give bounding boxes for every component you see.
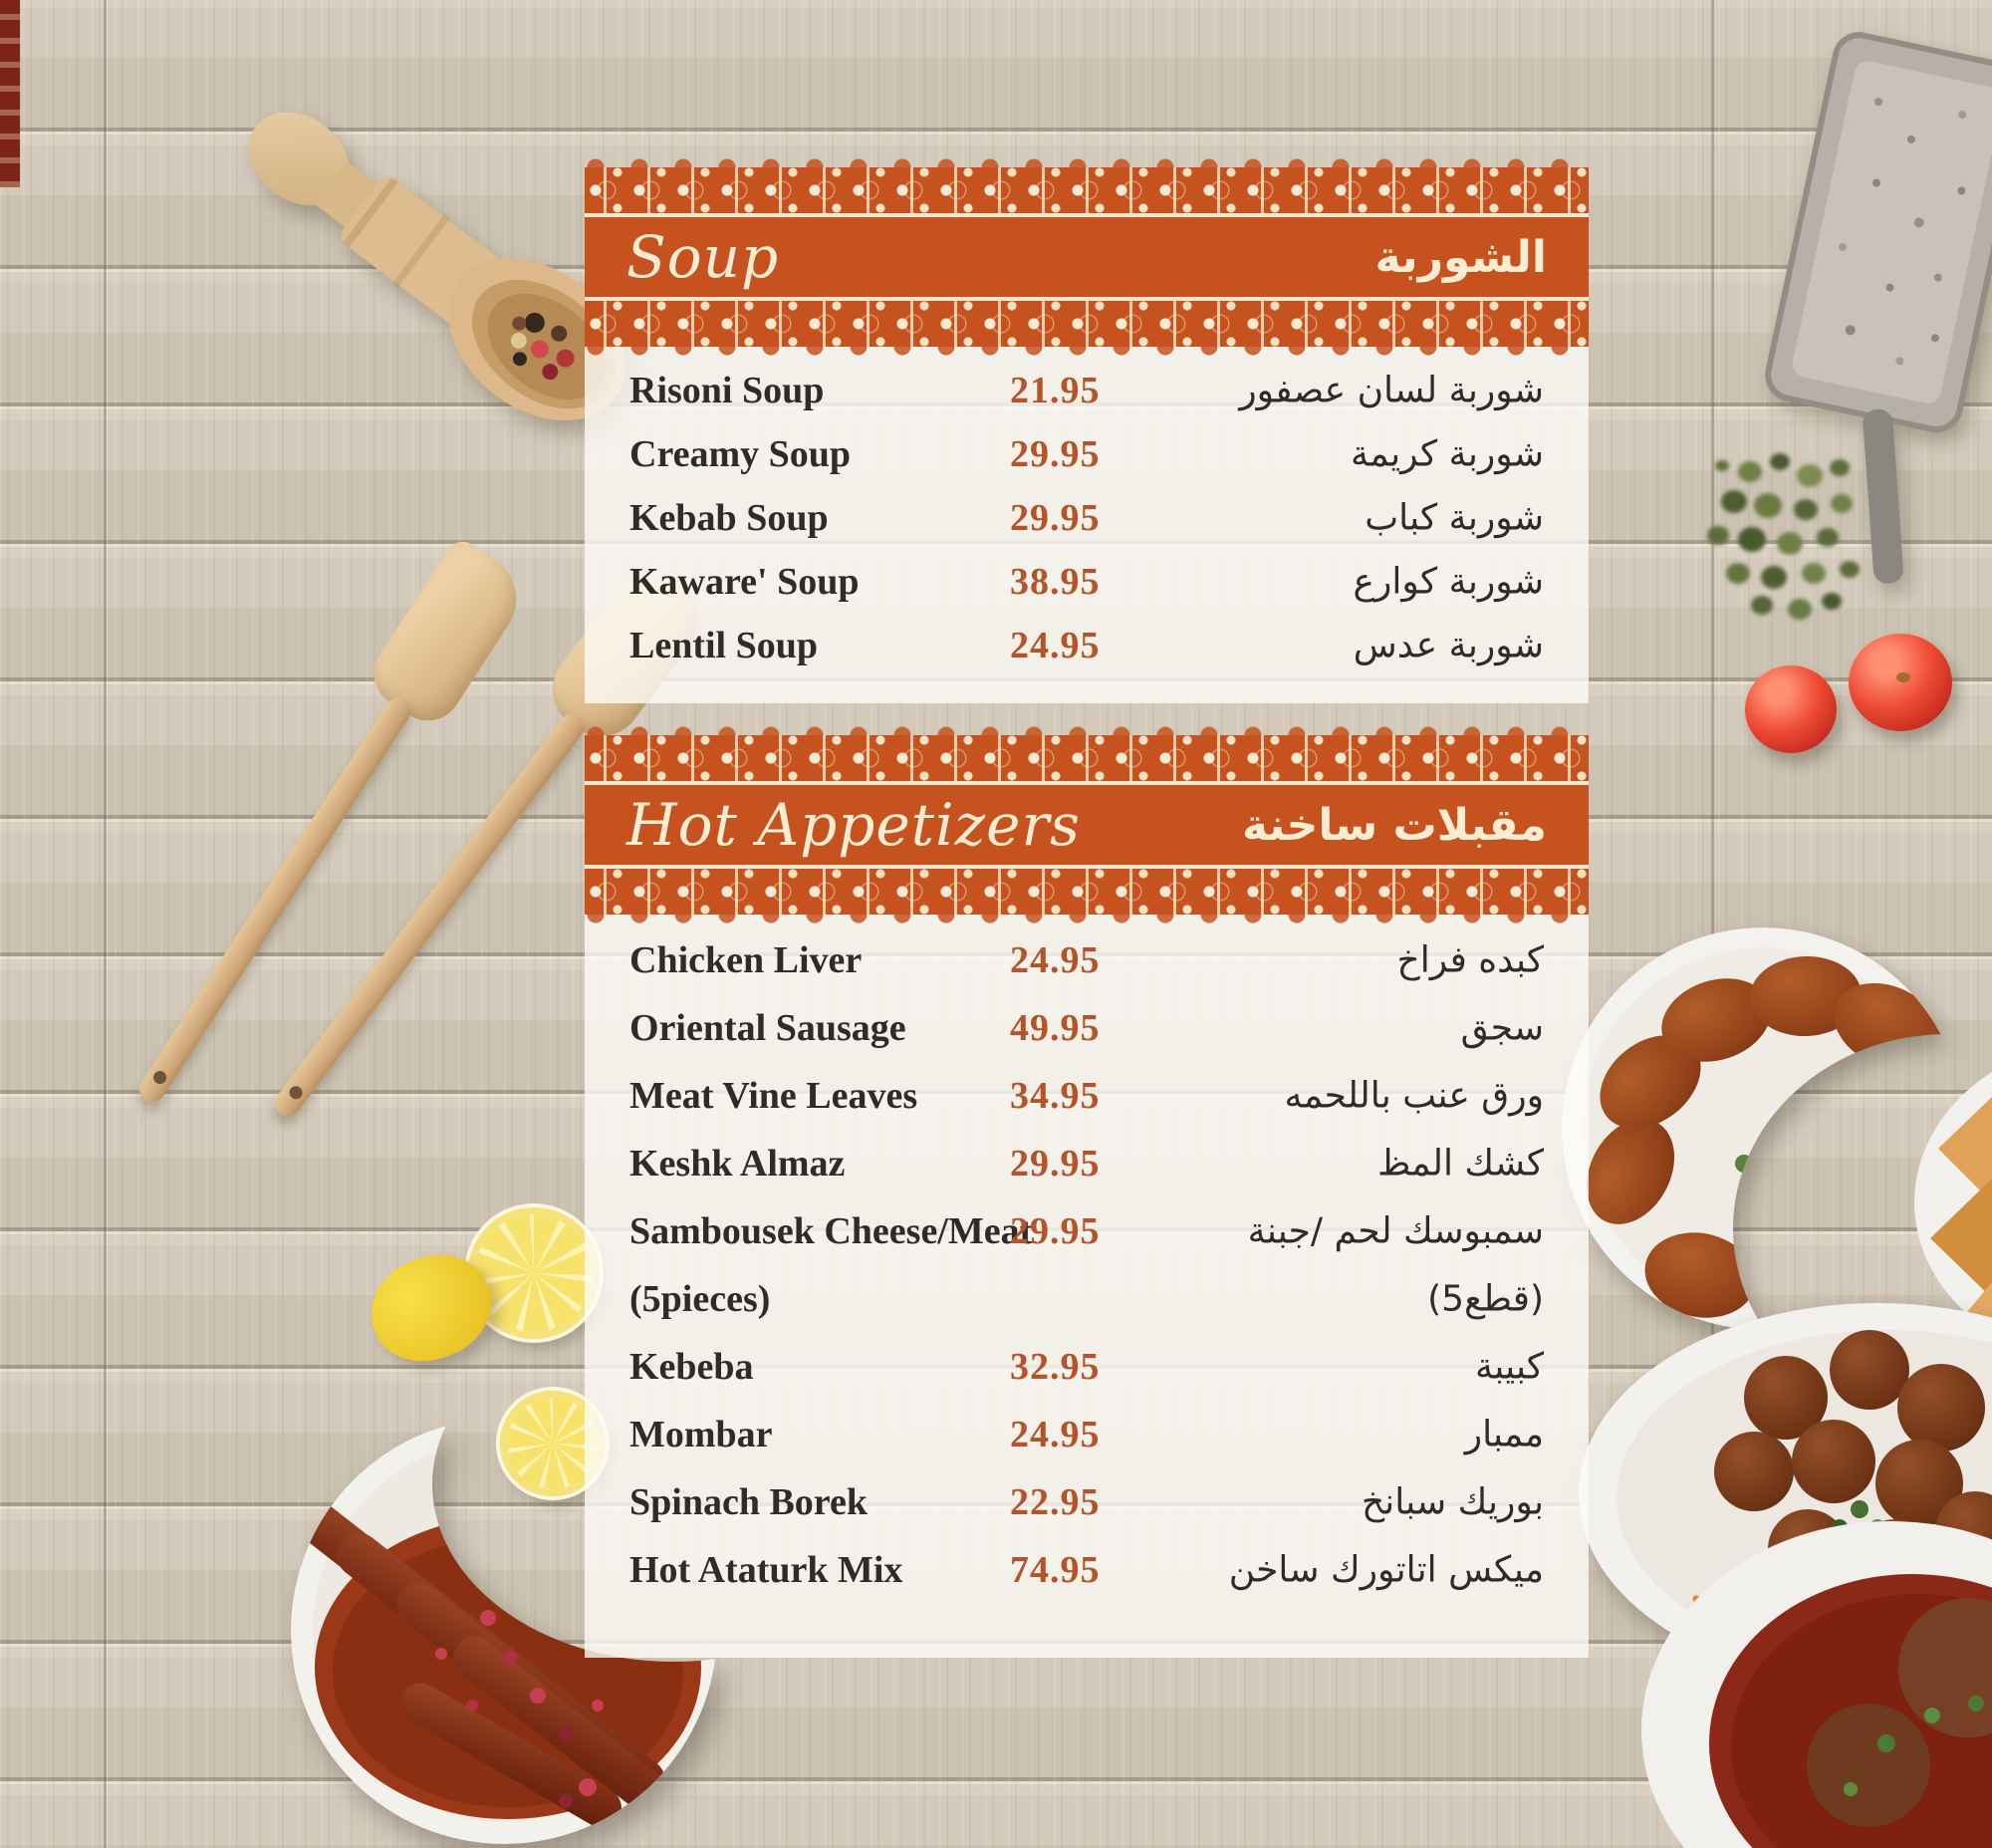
hot-appetizers-list: Chicken Liver 24.95 كبده فراخ Oriental S… [585,915,1589,1658]
spatula-hole [150,1068,169,1087]
soup-list: Risoni Soup 21.95 شوربة لسان عصفور Cream… [585,347,1589,703]
item-name-en: Hot Ataturk Mix [629,1549,903,1591]
item-price: 74.95 [1010,1549,1101,1591]
item-name-en: Chicken Liver [629,939,863,981]
item-name-ar: شوربة كباب [1365,497,1544,539]
item-name-ar: بوريك سبانخ [1361,1481,1544,1523]
menu-item-row: Lentil Soup 24.95 شوربة عدس [629,614,1544,677]
menu-item-row: Mombar 24.95 ممبار [629,1401,1544,1468]
corner-ornament [0,0,20,187]
menu-item-row: Creamy Soup 29.95 شوربة كريمة [629,422,1544,486]
menu-item-row: Kebab Soup 29.95 شوربة كباب [629,486,1544,550]
item-price: 29.95 [1010,433,1101,475]
item-name-ar: شوربة كريمة [1350,433,1544,475]
menu-item-row: Sambousek Cheese/Meat 29.95 سمبوسك لحم /… [629,1197,1544,1265]
grater-image [1765,32,1992,584]
item-note-en: (5pieces) [629,1278,771,1320]
menu-item-row: Spinach Borek 22.95 بوريك سبانخ [629,1468,1544,1536]
hot-appetizers-section: Hot Appetizers مقبلات ساخنة Chicken Live… [585,725,1589,1658]
item-name-en: Meat Vine Leaves [629,1075,918,1117]
item-name-en: Kebab Soup [629,497,829,539]
item-name-en: Oriental Sausage [629,1007,906,1049]
item-name-en: Kebeba [629,1346,754,1388]
item-note-ar: (5قطع) [1427,1278,1544,1320]
stew-plate-image [1641,1521,1992,1848]
item-price: 22.95 [1010,1481,1101,1523]
item-name-ar: ورق عنب باللحمه [1284,1075,1544,1117]
item-name-ar: كشك المظ [1377,1143,1544,1185]
item-price: 32.95 [1010,1346,1101,1388]
hot-appetizers-header: Hot Appetizers مقبلات ساخنة [585,785,1589,865]
item-price: 24.95 [1010,625,1101,666]
menu-item-row: Meat Vine Leaves 34.95 ورق عنب باللحمه [629,1062,1544,1130]
menu-item-row: Keshk Almaz 29.95 كشك المظ [629,1130,1544,1197]
item-name-ar: ممبار [1464,1414,1544,1455]
item-price: 29.95 [1010,497,1101,539]
menu-item-row: Kebeba 32.95 كبيبة [629,1333,1544,1401]
hot-appetizers-title-ar: مقبلات ساخنة [1242,799,1547,851]
item-name-en: Lentil Soup [629,625,819,666]
item-price: 29.95 [1010,1143,1101,1185]
menu-item-row: Oriental Sausage 49.95 سجق [629,994,1544,1062]
wood-joint-highlight [107,0,108,1848]
soup-title-ar: الشوربة [1374,231,1548,283]
item-name-en: Creamy Soup [629,433,852,475]
item-name-en: Sambousek Cheese/Meat [629,1210,1033,1252]
item-name-en: Keshk Almaz [629,1143,846,1185]
lace-border-bottom [585,297,1589,357]
menu-item-row: Kaware' Soup 38.95 شوربة كوارع [629,550,1544,614]
item-price: 24.95 [1010,1414,1101,1455]
soup-title-en: Soup [626,223,780,291]
item-name-ar: كبيبة [1474,1346,1544,1388]
item-price: 24.95 [1010,939,1101,981]
item-price: 38.95 [1010,561,1101,603]
wood-joint [104,0,107,1848]
item-name-en: Risoni Soup [629,370,825,411]
item-price: 21.95 [1010,370,1101,411]
item-price: 34.95 [1010,1075,1101,1117]
soup-header: Soup الشوربة [585,217,1589,297]
menu-item-row: Chicken Liver 24.95 كبده فراخ [629,926,1544,994]
soup-section: Soup الشوربة Risoni Soup 21.95 شوربة لسا… [585,157,1589,703]
kibbeh-plate-image [1562,927,1986,1330]
item-name-ar: سجق [1460,1007,1544,1049]
item-name-ar: شوربة عدس [1353,625,1544,666]
hot-appetizers-title-en: Hot Appetizers [626,791,1081,859]
spice-scoop-image [249,112,626,420]
item-name-en: Spinach Borek [629,1481,868,1523]
tomato-image [1745,665,1837,753]
lace-border-top [585,157,1589,217]
item-name-ar: سمبوسك لحم /جبنة [1247,1210,1544,1252]
wood-joint [1711,0,1714,1848]
lace-border-top [585,725,1589,785]
item-price: 49.95 [1010,1007,1101,1049]
item-name-en: Mombar [629,1414,773,1455]
menu-item-row: Risoni Soup 21.95 شوربة لسان عصفور [629,359,1544,422]
item-name-ar: كبده فراخ [1396,939,1544,981]
item-price: 29.95 [1010,1210,1101,1252]
menu-item-note-row: (5pieces) (5قطع) [629,1265,1544,1333]
spoon-hole [287,1083,306,1102]
samosa-plate-image [1914,1071,1992,1366]
item-name-ar: ميكس اتاتورك ساخن [1228,1549,1544,1591]
herb-sprinkle-image [1715,460,1729,471]
item-name-en: Kaware' Soup [629,561,860,603]
menu-item-row: Hot Ataturk Mix 74.95 ميكس اتاتورك ساخن [629,1536,1544,1604]
lace-border-bottom [585,865,1589,924]
item-name-ar: شوربة لسان عصفور [1239,370,1544,411]
tomato-image [1849,634,1952,731]
item-name-ar: شوربة كوارع [1353,561,1544,603]
